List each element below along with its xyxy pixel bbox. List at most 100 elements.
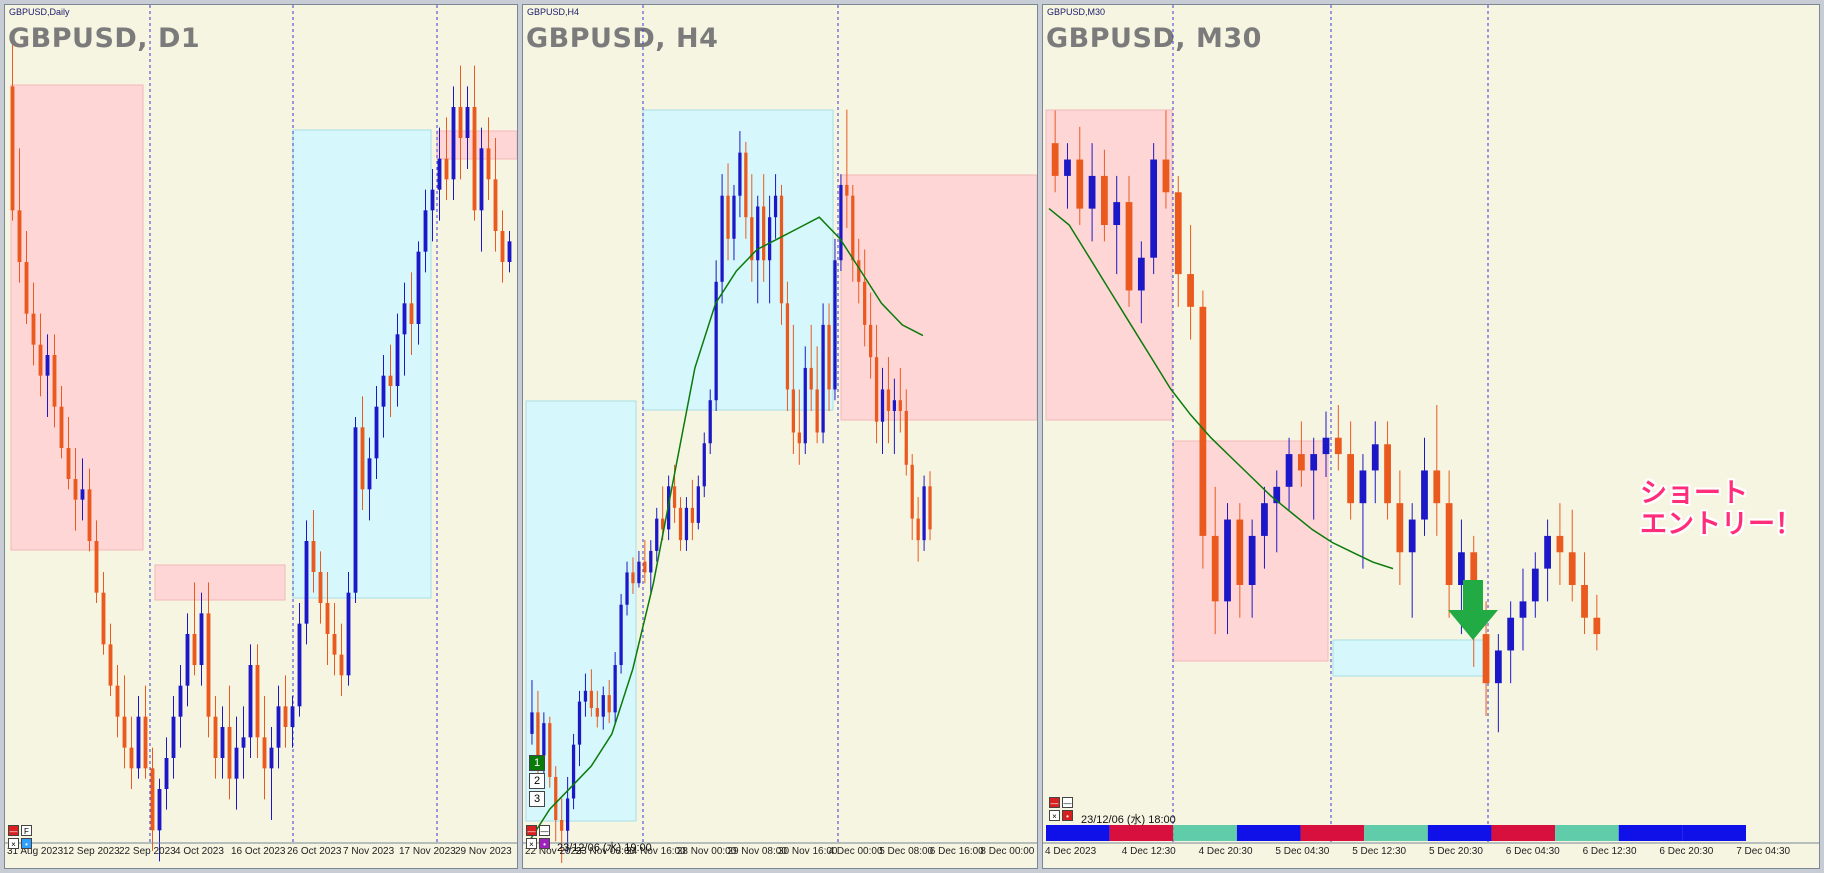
candle-body <box>409 303 414 324</box>
candle-body <box>886 389 891 411</box>
x-tick-label: 29 Nov 2023 <box>455 846 512 857</box>
x-tick-label: 31 Aug 2023 <box>7 846 64 857</box>
x-tick-label: 22 Nov 2023 <box>525 846 582 857</box>
chart-panel-d1[interactable]: GBPUSD,Daily GBPUSD, D1 31 Aug 2023 12 Se… <box>4 4 518 869</box>
indicator-strip-cell <box>1046 825 1110 841</box>
candle-body <box>262 737 267 769</box>
candle-body <box>1211 535 1219 602</box>
chart-panel-m30[interactable]: GBPUSD,M30 GBPUSD, M30 4 Dec 2023 4 Dec 1… <box>1042 4 1820 869</box>
settings-icon[interactable]: • <box>539 838 550 849</box>
settings-icon[interactable]: • <box>21 838 32 849</box>
candle-body <box>332 634 337 655</box>
candle-body <box>1445 503 1453 585</box>
candle-body <box>318 572 323 603</box>
indicator-strip-cell <box>1555 825 1619 841</box>
close-button[interactable]: × <box>526 838 537 849</box>
candle-body <box>304 541 309 624</box>
zone-0 <box>1045 109 1173 421</box>
candle-body <box>839 184 843 261</box>
indicator-strip-cell <box>1109 825 1174 841</box>
time-stamp: 23/12/06 (水) 19:00 <box>557 842 652 854</box>
candle-body <box>486 148 491 180</box>
candle-body <box>1174 192 1182 275</box>
close-button[interactable]: × <box>1049 810 1060 821</box>
chart-panel-h4[interactable]: GBPUSD,H4 GBPUSD, H4 22 Nov 2023 23 Nov 0… <box>522 4 1038 869</box>
symbol-label: GBPUSD, H4 <box>526 23 719 54</box>
candle-body <box>928 486 932 530</box>
candle-body <box>815 389 819 433</box>
candle-body <box>922 486 926 541</box>
candle-body <box>1248 535 1256 585</box>
x-tick-label: 12 Sep 2023 <box>63 846 120 857</box>
candle-body <box>904 410 908 465</box>
candle-body <box>213 716 218 758</box>
candle-body <box>227 727 232 779</box>
candle-body <box>607 695 611 713</box>
candle-body <box>684 507 689 541</box>
candle-body <box>1137 257 1145 291</box>
candle-body <box>595 708 599 717</box>
candle-body <box>1581 585 1588 618</box>
zone-1 <box>642 109 834 411</box>
candle-body <box>619 604 623 665</box>
candle-body <box>916 518 920 541</box>
candle-body <box>374 406 379 459</box>
candle-body <box>157 789 162 831</box>
restore-button[interactable]: — <box>539 825 550 836</box>
candle-body <box>542 723 546 756</box>
tab-3[interactable]: 3 <box>529 791 545 807</box>
candle-body <box>437 158 442 190</box>
x-tick-label: 8 Dec 00:00 <box>980 846 1034 857</box>
candle-body <box>631 572 635 584</box>
minimize-button[interactable]: — <box>526 825 537 836</box>
candle-body <box>690 507 695 523</box>
candle-body <box>1187 274 1194 307</box>
candle-body <box>756 206 760 261</box>
tab-2[interactable]: 2 <box>529 773 545 789</box>
candle-body <box>583 690 588 702</box>
candle-body <box>560 820 564 831</box>
candle-body <box>863 281 867 325</box>
candle-body <box>1150 159 1158 258</box>
candle-body <box>94 541 99 593</box>
candle-body <box>1384 444 1391 504</box>
candle-body <box>122 716 127 748</box>
x-tick-label: 16 Oct 2023 <box>231 846 286 857</box>
candle-body <box>613 665 617 713</box>
settings-icon[interactable]: • <box>1062 810 1073 821</box>
candle-body <box>1556 535 1564 553</box>
candle-body <box>1297 454 1305 471</box>
candle-body <box>1396 503 1404 553</box>
tab-1[interactable]: 1 <box>529 755 545 771</box>
x-tick-label: 24 Nov 16:00 <box>626 846 686 857</box>
close-button[interactable]: × <box>8 838 19 849</box>
candle-body <box>1458 552 1465 585</box>
candle-body <box>857 260 861 282</box>
candle-body <box>38 344 43 376</box>
candle-body <box>87 489 92 541</box>
x-tick-label: 17 Nov 2023 <box>399 846 456 857</box>
candle-body <box>833 260 837 390</box>
candle-body <box>73 479 78 500</box>
panel-title: GBPUSD,H4 <box>527 7 580 17</box>
flag-button[interactable]: F <box>21 825 32 836</box>
candle-body <box>1125 202 1133 291</box>
candle-body <box>430 189 435 211</box>
restore-button[interactable]: — <box>1062 797 1073 808</box>
minimize-button[interactable]: — <box>8 825 19 836</box>
x-tick-label: 6 Dec 04:30 <box>1506 846 1560 857</box>
panel-title: GBPUSD,M30 <box>1047 7 1106 17</box>
x-tick-label: 22 Sep 2023 <box>119 846 176 857</box>
minimize-button[interactable]: — <box>1049 797 1060 808</box>
candle-body <box>17 210 22 262</box>
candle-body <box>101 592 106 645</box>
candle-body <box>548 723 552 777</box>
candle-body <box>444 158 449 180</box>
symbol-label: GBPUSD, M30 <box>1046 23 1262 54</box>
x-tick-label: 6 Dec 16:00 <box>930 846 984 857</box>
candle-body <box>910 464 914 519</box>
candle-body <box>571 744 576 799</box>
x-tick-label: 4 Dec 2023 <box>1045 846 1097 857</box>
candle-body <box>827 324 831 390</box>
candle-body <box>530 712 534 734</box>
